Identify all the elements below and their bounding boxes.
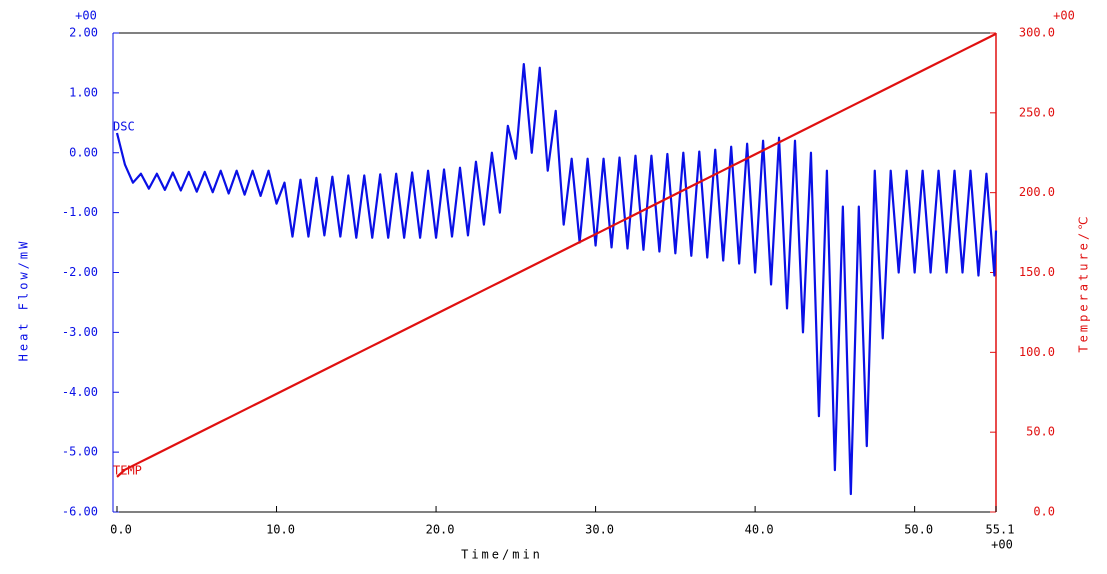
y2-tick-label: 250.0	[1019, 105, 1055, 119]
series-line	[116, 32, 997, 478]
y-axis-label: Heat Flow/mW	[17, 239, 31, 362]
y2-tick-label: 200.0	[1019, 185, 1055, 199]
y-tick-label: -6.00	[62, 505, 98, 519]
x-axis-label: Time/min	[461, 548, 543, 562]
x-tick-label: 30.0	[585, 523, 614, 537]
series-line	[115, 63, 998, 496]
y-tick-label: -3.00	[62, 325, 98, 339]
y2-exponent: +00	[1053, 9, 1075, 23]
y2-tick-label: 150.0	[1019, 265, 1055, 279]
x-exponent: +00	[991, 538, 1013, 552]
y2-tick-label: 100.0	[1019, 345, 1055, 359]
y-tick-label: 0.00	[69, 145, 98, 159]
y-tick-label: 2.00	[69, 26, 98, 40]
y-tick-label: 1.00	[69, 85, 98, 99]
y2-tick-label: 300.0	[1019, 26, 1055, 40]
y-exponent: +00	[75, 9, 97, 23]
x-tick-label: 55.1	[986, 523, 1015, 537]
y-tick-label: -5.00	[62, 445, 98, 459]
y-tick-label: -2.00	[62, 265, 98, 279]
y2-axis-label: Temperature/℃	[1077, 213, 1091, 352]
x-tick-label: 50.0	[904, 523, 933, 537]
x-tick-label: 0.0	[110, 523, 132, 537]
series-label: DSC	[113, 119, 135, 133]
x-tick-label: 20.0	[426, 523, 455, 537]
y-tick-label: -1.00	[62, 205, 98, 219]
series-label: TEMP	[113, 463, 142, 477]
y2-tick-label: 50.0	[1026, 425, 1055, 439]
y-tick-label: -4.00	[62, 385, 98, 399]
y2-tick-label: 0.0	[1033, 505, 1055, 519]
x-tick-label: 10.0	[266, 523, 295, 537]
x-tick-label: 40.0	[745, 523, 774, 537]
